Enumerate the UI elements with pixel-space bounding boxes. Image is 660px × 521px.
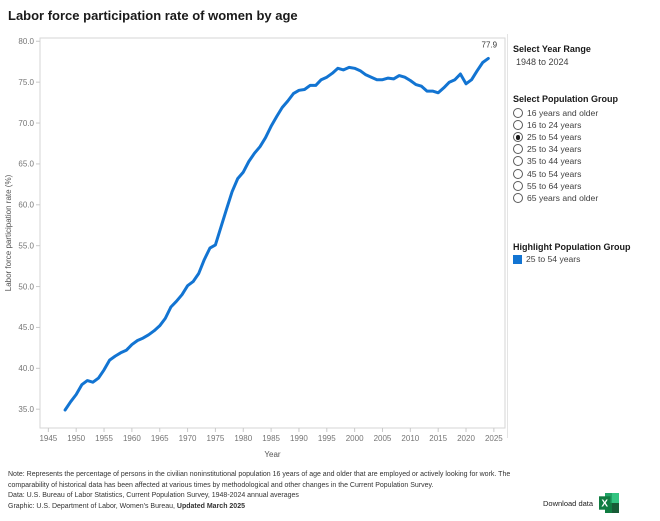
y-axis-title: Labor force participation rate (%) xyxy=(4,174,13,291)
y-tick-label: 75.0 xyxy=(18,78,34,87)
y-tick-label: 55.0 xyxy=(18,241,34,250)
x-tick-label: 1990 xyxy=(290,434,308,443)
radio-45-to-54[interactable]: 45 to 54 years xyxy=(513,167,598,179)
note-text: Note: Represents the percentage of perso… xyxy=(8,471,511,489)
population-group-radio-list: 16 years and older 16 to 24 years 25 to … xyxy=(513,107,598,204)
updated-date: Updated March 2025 xyxy=(176,502,245,510)
radio-label: 35 to 44 years xyxy=(527,156,582,167)
radio-25-to-54[interactable]: 25 to 54 years xyxy=(513,131,598,143)
panel-divider xyxy=(507,34,508,438)
radio-16-to-24[interactable]: 16 to 24 years xyxy=(513,119,598,131)
radio-label: 55 to 64 years xyxy=(527,180,582,191)
download-data-label: Download data xyxy=(543,498,594,508)
x-tick-label: 1955 xyxy=(95,434,113,443)
x-tick-label: 1975 xyxy=(207,434,225,443)
radio-label: 16 years and older xyxy=(527,108,599,119)
radio-label: 16 to 24 years xyxy=(527,120,582,131)
radio-55-to-64[interactable]: 55 to 64 years xyxy=(513,180,598,192)
x-tick-label: 2020 xyxy=(457,434,475,443)
x-tick-label: 2005 xyxy=(374,434,392,443)
x-tick-label: 1965 xyxy=(151,434,169,443)
y-tick-label: 80.0 xyxy=(18,37,34,46)
radio-65-and-older[interactable]: 65 years and older xyxy=(513,192,598,204)
population-group-label: Select Population Group xyxy=(513,94,619,104)
y-tick-label: 65.0 xyxy=(18,160,34,169)
y-tick-label: 45.0 xyxy=(18,323,34,332)
plot-border xyxy=(39,37,506,429)
y-tick-label: 60.0 xyxy=(18,201,34,210)
radio-icon[interactable] xyxy=(513,132,523,143)
radio-icon[interactable] xyxy=(513,156,523,167)
x-tick-label: 1960 xyxy=(123,434,141,443)
x-tick-label: 2015 xyxy=(429,434,447,443)
x-axis-title: Year xyxy=(264,450,281,459)
highlight-legend-item[interactable]: 25 to 54 years xyxy=(513,254,580,264)
graphic-source-text: Graphic: U.S. Department of Labor, Women… xyxy=(8,502,542,513)
radio-icon[interactable] xyxy=(513,180,523,191)
radio-icon[interactable] xyxy=(513,192,523,203)
page-title: Labor force participation rate of women … xyxy=(8,8,298,23)
year-range-label: Select Year Range xyxy=(513,44,591,54)
y-tick-label: 70.0 xyxy=(18,119,34,128)
graphic-prefix: Graphic: U.S. Department of Labor, Women… xyxy=(8,502,177,510)
radio-label: 65 years and older xyxy=(527,192,599,203)
radio-25-to-34[interactable]: 25 to 34 years xyxy=(513,143,598,155)
radio-icon[interactable] xyxy=(513,120,523,131)
radio-label: 25 to 34 years xyxy=(527,144,582,155)
radio-icon[interactable] xyxy=(513,144,523,155)
x-tick-label: 1985 xyxy=(262,434,280,443)
svg-text:X: X xyxy=(601,499,608,510)
x-tick-label: 1945 xyxy=(39,434,57,443)
legend-color-swatch xyxy=(513,254,522,264)
footer-notes: Note: Represents the percentage of perso… xyxy=(8,470,542,512)
data-line-25-to-54 xyxy=(63,56,490,412)
data-source-text: Data: U.S. Bureau of Labor Statistics, C… xyxy=(8,492,299,500)
legend-label: 25 to 54 years xyxy=(526,254,581,264)
radio-label: 25 to 54 years xyxy=(527,132,582,143)
year-range-value[interactable]: 1948 to 2024 xyxy=(516,57,569,67)
x-tick-label: 1980 xyxy=(234,434,252,443)
x-tick-label: 1950 xyxy=(67,434,85,443)
x-tick-label: 1995 xyxy=(318,434,336,443)
x-tick-label: 2010 xyxy=(401,434,419,443)
radio-16-and-older[interactable]: 16 years and older xyxy=(513,107,598,119)
radio-icon[interactable] xyxy=(513,168,523,179)
download-data-button[interactable]: Download data X xyxy=(543,492,620,514)
highlight-group-label: Highlight Population Group xyxy=(513,242,631,252)
excel-icon[interactable]: X xyxy=(599,492,620,514)
x-tick-label: 2000 xyxy=(346,434,364,443)
line-chart: 35.0 40.0 45.0 50.0 55.0 60.0 65.0 70.0 75.0 80.0… xyxy=(4,37,506,459)
radio-icon[interactable] xyxy=(513,108,523,119)
y-tick-label: 40.0 xyxy=(18,364,34,373)
radio-35-to-44[interactable]: 35 to 44 years xyxy=(513,155,598,167)
end-value-label: 77.9 xyxy=(482,40,498,49)
x-tick-label: 1970 xyxy=(179,434,197,443)
y-tick-label: 50.0 xyxy=(18,282,34,291)
y-tick-label: 35.0 xyxy=(18,405,34,414)
radio-label: 45 to 54 years xyxy=(527,168,582,179)
x-tick-label: 2025 xyxy=(485,434,503,443)
